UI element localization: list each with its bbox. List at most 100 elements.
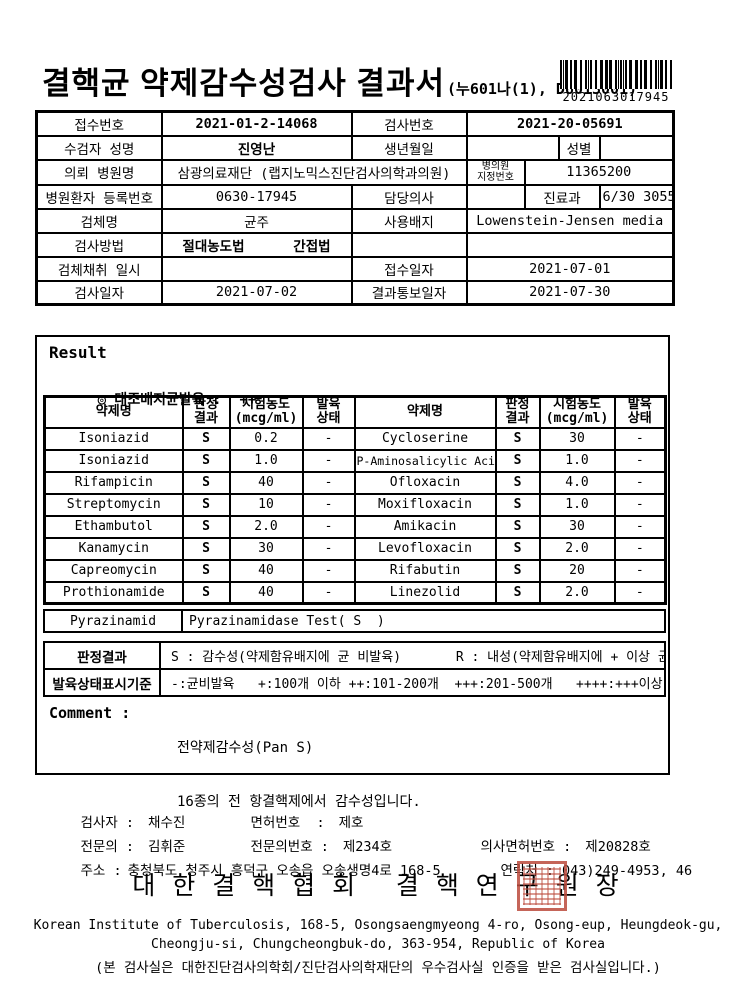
growth: - [301,448,356,473]
method-value: 절대농도법 간접법 [160,231,353,258]
contact-value: 043)249-4953, 46 [562,863,693,879]
col-drug-name-2: 약제명 [353,395,497,429]
col-concentration-1-line2: (mcg/ml) [234,411,298,427]
concentration: 2.0 [228,514,304,539]
result-row: Streptomycin S 10- Moxifloxacin S 1.0- [43,492,667,517]
col-concentration-1-line1: 시험농도 [242,397,290,412]
info-row-method: 검사방법 절대농도법 간접법 [35,231,675,258]
department-value: 6/30 30555,6 [598,183,675,210]
legend-growth-row: 발육상태표시기준 -:균비발육 +:100개 이하 ++:101-200개 ++… [43,668,666,697]
receive-date-label: 접수일자 [350,255,468,282]
english-address-line2: Cheongju-si, Chungcheongbuk-do, 363-954,… [151,937,605,952]
concentration: 1.0 [538,448,616,473]
test-date-value: 2021-07-02 [160,279,353,306]
receipt-number-label: 접수번호 [35,110,163,137]
address-value: 충청북도 청주시 흥덕구 오송읍 오송생명4로 168-5 [127,863,441,879]
col-judgment-1-line2: 결과 [194,411,218,427]
specialist-line: 전문의 : 김휘준 [48,819,186,871]
drug-name: Kanamycin [43,536,184,561]
drug-name: Isoniazid [43,426,184,451]
growth: - [301,536,356,561]
official-seal-stamp [517,861,567,911]
result-row: Isoniazid S 0.2- Cycloserine S 30- [43,426,667,451]
drug-name: Streptomycin [43,492,184,517]
info-row-collection: 검체채취 일시 접수일자 2021-07-01 [35,255,675,282]
page-title: 결핵균 약제감수성검사 결과서 [42,66,445,101]
barcode-number: 2021063017945 [562,90,670,104]
drug-name: Cycloserine [353,426,497,451]
concentration: 30 [538,426,616,451]
specialist-name: 김휘준 [148,839,186,855]
judgment-legend-text: S : 감수성(약제함유배지에 균 비발육) R : 내성(약제함유배지에 + … [159,641,666,670]
pyrazinamid-table: Pyrazinamid Pyrazinamidase Test( S ) [43,609,666,633]
organization-title: 대 한 결 핵 협 회 결 핵 연 구 원 장 [132,872,624,900]
result-section-title: Result [49,343,107,362]
specimen-label: 검체명 [35,207,163,234]
result-section: Result ◎ 대조배지균발육 : ++ 약제명 판정 결과 시험농도 (mcg/m… [35,335,670,810]
growth: - [613,448,667,473]
info-row-dates: 검사일자 2021-07-02 결과통보일자 2021-07-30 [35,279,675,306]
specialist-no-label: 전문의번호 : [250,839,329,855]
drug-name: Isoniazid [43,448,184,473]
concentration: 0.2 [228,426,304,451]
hospital-code-value: 11365200 [523,158,675,186]
growth: - [301,580,356,605]
col-concentration-2-line1: 시험농도 [553,397,601,412]
comment-label-wrap: Comment : [49,703,130,722]
col-growth-1: 발육 상태 [301,395,356,429]
col-concentration-1: 시험농도 (mcg/ml) [228,395,304,429]
method-empty-cell [350,231,468,258]
growth: - [301,470,356,495]
pyrazinamid-row: Pyrazinamid Pyrazinamidase Test( S ) [43,609,666,633]
judgment: S [494,514,541,539]
judgment: S [181,558,231,583]
collection-datetime-label: 검체채취 일시 [35,255,163,282]
judgment: S [494,470,541,495]
test-number-value: 2021-20-05691 [465,110,675,137]
judgment: S [494,580,541,605]
drug-name: Ofloxacin [353,470,497,495]
growth: - [301,426,356,451]
concentration: 2.0 [538,536,616,561]
comment-label: Comment : [49,704,131,722]
growth: - [613,558,667,583]
result-row: Capreomycin S 40- Rifabutin S 20- [43,558,667,583]
license-value: 제호 [338,815,364,831]
judgment: S [181,470,231,495]
concentration: 40 [228,580,304,605]
col-concentration-2-line2: (mcg/ml) [545,411,609,427]
legend-judgment-row: 판정결과 S : 감수성(약제함유배지에 균 비발육) R : 내성(약제함유배… [43,641,666,670]
drug-name: P-Aminosalicylic Acid [353,448,497,473]
growth: - [301,492,356,517]
specimen-value: 균주 [160,207,353,234]
col-growth-1-line2: 상태 [316,411,341,427]
judgment: S [181,426,231,451]
growth-legend-text: -:균비발육 +:100개 이하 ++:101-200개 +++:201-500… [159,668,666,697]
drug-name: Linezolid [353,580,497,605]
result-row: Kanamycin S 30- Levofloxacin S 2.0- [43,536,667,561]
judgment: S [181,580,231,605]
result-row: Ethambutol S 2.0- Amikacin S 30- [43,514,667,539]
concentration: 40 [228,558,304,583]
result-row: Prothionamide S 40- Linezolid S 2.0- [43,580,667,605]
info-row-patient-id: 병원환자 등록번호 0630-17945 담당의사 진료과 6/30 30555… [35,183,675,210]
patient-name-label: 수검자 성명 [35,134,163,161]
comment-text: 전약제감수성(Pan S) 16종의 전 항결핵제에서 감수성입니다. [177,703,421,847]
growth: - [613,514,667,539]
judgment: S [181,448,231,473]
judgment: S [494,492,541,517]
concentration: 1.0 [228,448,304,473]
receive-date-value: 2021-07-01 [465,255,675,282]
examiner-label: 검사자 : [80,815,135,831]
report-date-value: 2021-07-30 [465,279,675,306]
license-line: 면허번호 : 제호 [218,795,364,847]
judgment: S [494,426,541,451]
growth-legend-label: 발육상태표시기준 [43,668,161,697]
col-growth-1-line1: 발육 [316,397,341,412]
english-address-line1: Korean Institute of Tuberculosis, 168-5,… [33,918,723,933]
department-label: 진료과 [523,183,601,210]
info-row-hospital: 의뢰 병원명 삼광의료재단 (랩지노믹스진단검사의학과의원) 병의원 지정번호 1… [35,158,675,186]
hospital-value: 삼광의료재단 (랩지노믹스진단검사의학과의원) [160,158,468,186]
info-row-name: 수검자 성명 진영난 생년월일 성별 [35,134,675,161]
